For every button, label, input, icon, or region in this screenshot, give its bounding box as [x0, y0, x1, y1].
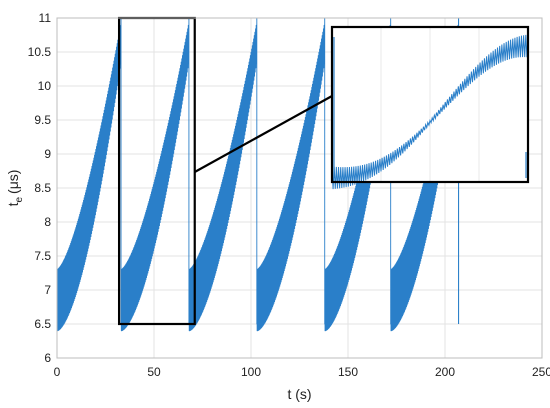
- x-axis-label: t (s): [287, 386, 311, 402]
- x-tick-label: 150: [338, 365, 358, 379]
- y-tick-label: 10.5: [28, 45, 52, 59]
- zoom-connector: [194, 95, 333, 173]
- y-tick-label: 10: [38, 79, 52, 93]
- x-tick-label: 0: [54, 365, 61, 379]
- y-tick-label: 6: [44, 351, 51, 365]
- y-tick-label: 7.5: [34, 249, 51, 263]
- y-axis-label-unit: (μs): [5, 170, 21, 194]
- y-tick-label: 9.5: [34, 113, 51, 127]
- y-axis-label-main: t: [5, 202, 21, 206]
- y-tick-label: 8.5: [34, 181, 51, 195]
- x-tick-labels: 0 50 100 150 200 250: [54, 365, 550, 379]
- inset-frame: [330, 25, 530, 184]
- y-tick-label: 9: [44, 147, 51, 161]
- x-tick-label: 100: [241, 365, 261, 379]
- y-tick-label: 6.5: [34, 317, 51, 331]
- zoom-connector-line: [194, 95, 333, 173]
- inset-series-line: [331, 34, 529, 190]
- x-tick-label: 200: [435, 365, 455, 379]
- inset-plot: [330, 25, 530, 190]
- y-axis-label-sub: e: [14, 197, 25, 203]
- y-tick-label: 11: [39, 11, 52, 25]
- y-axis-label: te (μs): [5, 170, 25, 207]
- x-tick-label: 50: [147, 365, 161, 379]
- y-tick-label: 8: [44, 215, 51, 229]
- y-tick-label: 7: [44, 283, 51, 297]
- y-tick-labels: 6 6.5 7 7.5 8 8.5 9 9.5 10 10.5 11: [28, 11, 52, 365]
- x-tick-label: 250: [532, 365, 550, 379]
- plot-frame: [56, 17, 543, 359]
- series-line: [56, 17, 460, 332]
